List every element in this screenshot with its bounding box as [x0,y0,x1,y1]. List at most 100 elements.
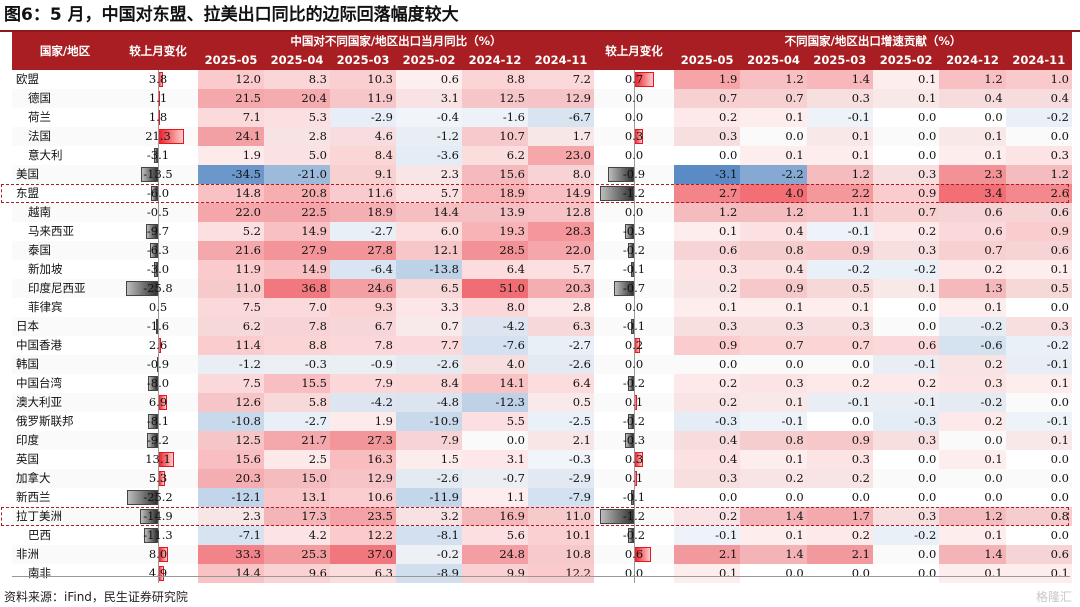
growth-cell: 2.3 [198,507,264,526]
table-row: 巴西 -11.3 -7.1 4.2 12.2 -8.1 5.6 10.1 -0.2 -0.1 0.1… [12,526,1072,545]
delta-axis [158,260,159,279]
growth-cell: 2.3 [396,165,462,184]
growth-cell: 1.9 [330,412,396,431]
delta-value: -0.3 [622,433,646,447]
contribution-cell: 0.3 [1005,146,1072,165]
contribution-cell: 1.9 [674,70,741,89]
contribution-cell: 0.0 [918,148,937,162]
contribution-cell: 0.3 [872,507,940,526]
growth-cell: 12.9 [330,469,396,488]
growth-cell: 36.8 [264,279,330,298]
contribution-cell: 0.0 [785,357,804,371]
growth-cell: 17.3 [264,507,330,526]
contribution-cell: 0.1 [939,564,1006,583]
delta-value: 0.5 [148,300,168,314]
contribution-cell: 0.7 [674,89,741,108]
contribution-cell: 0.6 [1005,203,1072,222]
contribution-cell: 0.0 [719,490,738,504]
contribution-cell: -0.1 [806,222,873,241]
contribution-cell: 0.7 [939,241,1006,260]
delta-value: 1.1 [148,91,168,105]
header-region-label: 国家/地区 [39,44,91,58]
page-title: 图6：5 月，中国对东盟、拉美出口同比的边际回落幅度较大 [4,5,459,25]
delta-value: 0.0 [624,148,644,162]
growth-cell: 8.3 [264,70,330,89]
growth-cell: 12.0 [198,70,264,89]
contribution-cell: 0.4 [674,431,741,450]
delta-bar [146,433,158,448]
delta-axis [158,374,159,393]
growth-cell: 20.4 [264,89,330,108]
contribution-cell: 0.0 [851,414,870,428]
header-month-g1-2025-02: 2025-02 [396,51,462,70]
delta-value: -1.6 [146,319,170,333]
delta-bar [614,281,634,296]
delta-axis [158,317,159,336]
contribution-cell: 0.2 [939,412,1006,431]
growth-cell: 10.6 [330,488,396,507]
growth-cell: 5.2 [198,222,264,241]
growth-cell: 11.0 [198,279,264,298]
table-row: 法国 21.3 24.1 2.8 4.6 -1.2 10.7 1.7 0.3 0.3 0.0 0.1 0… [12,127,1072,146]
contribution-cell: 0.1 [740,450,807,469]
header-month-g2-2024-11: 2024-11 [1005,51,1072,70]
delta-axis [158,89,159,108]
growth-cell: 2.1 [528,431,594,450]
growth-cell: -0.3 [264,355,330,374]
table-row: 日本 -1.6 6.2 7.8 6.7 0.7 -4.2 6.3 -0.1 0.3 0.3 0.3 0.… [12,317,1072,336]
contribution-cell: 0.9 [674,336,741,355]
growth-cell: -8.1 [396,526,462,545]
growth-cell: 23.0 [528,146,594,165]
contribution-cell: 1.3 [939,279,1006,298]
growth-cell: 11.9 [198,260,264,279]
growth-cell: -2.6 [528,355,594,374]
delta-cell: -1.2 [594,184,674,203]
contribution-cell: 0.3 [674,317,741,336]
growth-cell: 10.7 [462,127,528,146]
growth-cell: 9.9 [462,564,528,583]
contribution-cell: 0.9 [740,279,807,298]
contribution-cell: 0.1 [806,127,873,146]
delta-cell: 0.0 [594,203,674,222]
growth-cell: 21.6 [198,241,264,260]
growth-cell: 0.0 [506,433,525,447]
contribution-cell: 0.1 [939,146,1006,165]
contribution-cell: 0.2 [674,279,741,298]
delta-axis [634,146,635,165]
delta-bar [628,414,634,429]
delta-value: 0.0 [624,110,644,124]
growth-cell: -4.8 [396,393,462,412]
table-row: 东盟 -6.0 14.8 20.8 11.6 5.7 18.9 14.9 -1.2 2.7 4.0 2… [12,184,1072,203]
contribution-cell: 1.2 [740,203,807,222]
contribution-cell: 0.0 [918,547,937,561]
delta-cell: -0.9 [118,355,198,374]
delta-bar [631,490,634,505]
header-region: 国家/地区 [12,32,118,70]
contribution-cell: 0.2 [806,526,873,545]
contribution-cell: 0.4 [939,89,1006,108]
growth-cell: 8.0 [528,165,594,184]
contribution-cell: 0.1 [674,564,741,583]
header-delta-2-label: 较上月变化 [605,44,663,58]
table-row: 非洲 8.0 33.3 25.3 37.0 -0.2 24.8 10.8 0.6 2.1 1.4 2.… [12,545,1072,564]
contribution-cell: 0.1 [1005,564,1072,583]
contribution-cell: 0.7 [740,336,807,355]
growth-cell: -1.2 [396,127,462,146]
contribution-cell: 1.4 [939,545,1006,564]
delta-axis [634,336,635,355]
contribution-cell: 0.1 [740,108,807,127]
table-row: 印度尼西亚 -25.8 11.0 36.8 24.6 6.5 51.0 20.3 -0.7 0.2… [12,279,1072,298]
contribution-cell: -0.6 [939,336,1006,355]
region-name: 印度 [16,433,39,447]
delta-cell: -0.3 [594,222,674,241]
contribution-cell: 0.0 [785,129,804,143]
contribution-cell: 0.9 [1005,222,1072,241]
delta-cell: 3.8 [118,70,198,89]
contribution-cell: 0.6 [1005,545,1072,564]
contribution-cell: 2.2 [806,184,873,203]
contribution-cell: 0.0 [984,471,1003,485]
delta-axis [158,355,159,374]
delta-cell: -0.9 [594,165,674,184]
growth-cell: 7.8 [264,317,330,336]
growth-cell: -0.9 [330,355,396,374]
